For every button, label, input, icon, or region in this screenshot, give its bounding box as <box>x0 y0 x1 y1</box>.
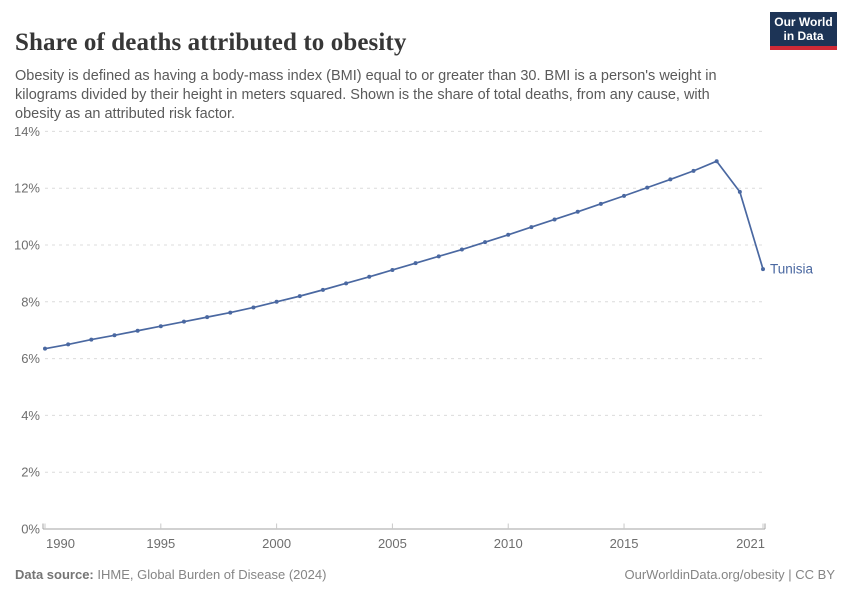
y-tick-label: 8% <box>21 294 40 309</box>
data-source-note: Data source: IHME, Global Burden of Dise… <box>15 567 326 582</box>
x-tick-label: 2010 <box>494 536 523 551</box>
chart-subtitle: Obesity is defined as having a body-mass… <box>15 67 717 123</box>
data-point <box>529 225 534 230</box>
y-tick-label: 0% <box>21 522 40 537</box>
license-link[interactable]: OurWorldinData.org/obesity | CC BY <box>624 567 836 582</box>
data-point <box>297 294 302 299</box>
data-point <box>158 324 163 329</box>
data-point <box>645 185 650 190</box>
data-point <box>251 305 256 310</box>
owid-logo-stripe <box>770 46 837 50</box>
data-point <box>344 281 349 286</box>
data-point <box>181 319 186 324</box>
data-line <box>44 160 764 350</box>
y-tick-label: 10% <box>14 238 40 253</box>
y-tick-label: 14% <box>14 124 40 139</box>
data-point <box>575 209 580 214</box>
data-point <box>205 315 210 320</box>
data-point <box>228 310 233 315</box>
series-label-tunisia: Tunisia <box>770 262 814 277</box>
data-point <box>552 217 557 222</box>
y-tick-label: 12% <box>14 181 40 196</box>
data-point <box>506 232 511 237</box>
chart-footer: Data source: IHME, Global Burden of Dise… <box>15 567 835 582</box>
data-point <box>598 201 603 206</box>
x-tick-label: 2015 <box>610 536 639 551</box>
data-point <box>483 240 488 245</box>
data-point <box>714 159 719 164</box>
data-point <box>274 299 279 304</box>
x-tick-label: 2021 <box>736 536 765 551</box>
data-point <box>43 346 47 351</box>
data-source-label: Data source: <box>15 567 94 582</box>
data-point <box>112 333 117 338</box>
data-point <box>737 189 742 194</box>
data-point <box>367 274 372 279</box>
y-tick-label: 2% <box>21 465 40 480</box>
owid-logo-line1: Our World <box>774 14 833 29</box>
data-point <box>691 168 696 173</box>
data-point <box>320 287 325 292</box>
data-point <box>459 247 464 252</box>
x-tick-label: 2005 <box>378 536 407 551</box>
page-title: Share of deaths attributed to obesity <box>15 28 407 56</box>
x-tick-label: 1990 <box>46 536 75 551</box>
data-point <box>413 261 418 266</box>
data-point <box>761 267 765 272</box>
y-tick-label: 4% <box>21 408 40 423</box>
data-point <box>66 342 71 347</box>
data-point <box>622 193 627 198</box>
data-point <box>390 267 395 272</box>
x-tick-label: 1995 <box>146 536 175 551</box>
data-point <box>668 177 673 182</box>
data-point <box>436 254 441 259</box>
data-source-value: IHME, Global Burden of Disease (2024) <box>93 567 327 582</box>
data-point <box>89 337 94 342</box>
owid-logo-box: Our World in Data <box>770 12 837 46</box>
owid-logo-line2: in Data <box>783 29 824 43</box>
data-point <box>135 328 140 333</box>
x-tick-label: 2000 <box>262 536 291 551</box>
y-tick-label: 6% <box>21 351 40 366</box>
owid-logo[interactable]: Our World in Data <box>770 12 837 50</box>
